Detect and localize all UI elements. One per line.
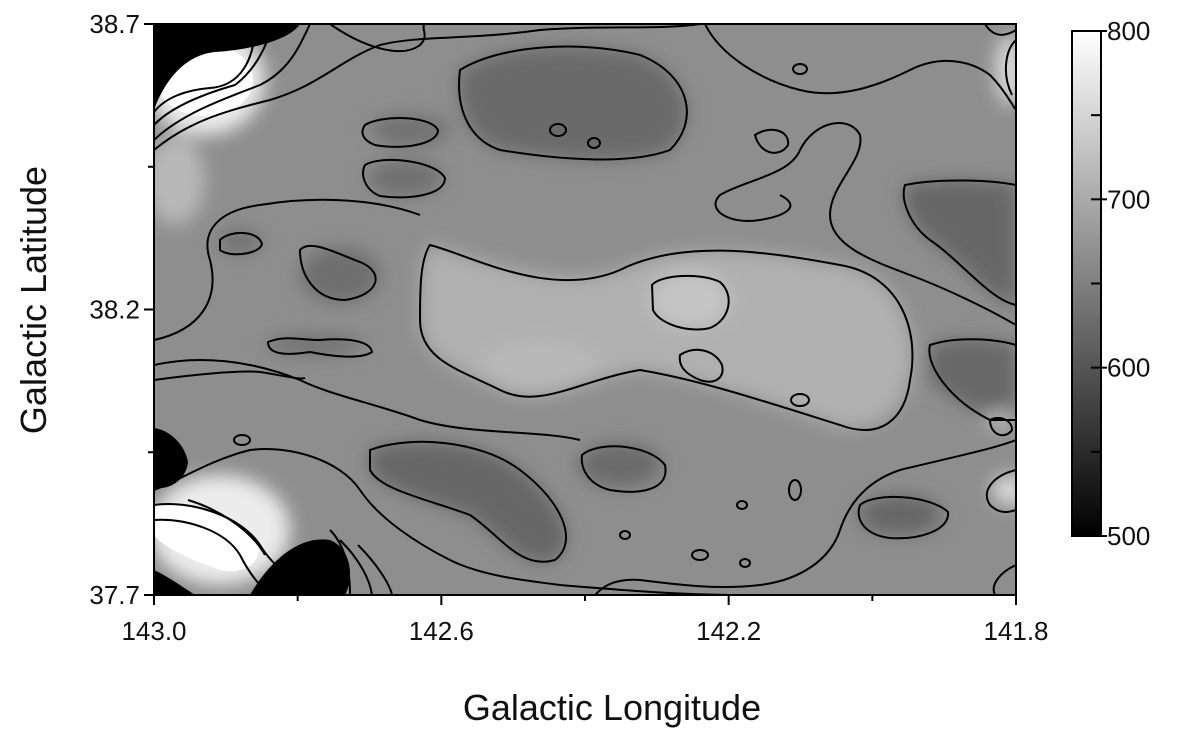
contour-light-island bbox=[650, 274, 730, 331]
contour-lines bbox=[154, 24, 1016, 595]
x-tick-label: 141.8 bbox=[983, 616, 1048, 646]
x-tick-label: 142.6 bbox=[409, 616, 474, 646]
contour-right-dark bbox=[902, 179, 1016, 306]
colorbar-tick-label: 800 bbox=[1107, 16, 1150, 46]
x-axis-title: Galactic Longitude bbox=[463, 687, 761, 728]
y-tick-label: 38.7 bbox=[89, 9, 140, 39]
intensity-field bbox=[154, 25, 1016, 585]
y-axis-ticks: 37.7 38.2 38.7 bbox=[89, 9, 154, 610]
y-axis-title: Galactic Latitude bbox=[13, 166, 54, 434]
x-tick-label: 142.2 bbox=[696, 616, 761, 646]
contour-lower-dark bbox=[369, 440, 567, 563]
plot-area bbox=[154, 24, 1016, 595]
x-axis-ticks: 143.0 142.6 142.2 141.8 bbox=[121, 595, 1049, 646]
colorbar: 500 600 700 800 bbox=[1071, 16, 1150, 551]
colorbar-tick-label: 700 bbox=[1107, 184, 1150, 214]
y-tick-label: 38.2 bbox=[89, 295, 140, 325]
y-tick-label: 37.7 bbox=[89, 580, 140, 610]
x-tick-label: 143.0 bbox=[121, 616, 186, 646]
upper-dark-region bbox=[459, 46, 687, 160]
contour-lower-right bbox=[594, 439, 1016, 595]
lower-dark-region bbox=[370, 441, 567, 562]
right-dark-region bbox=[903, 180, 1016, 305]
contour-central bbox=[418, 243, 914, 431]
colorbar-tick-label: 600 bbox=[1107, 353, 1150, 383]
contour-left-lower bbox=[154, 198, 421, 341]
colorbar-tick-label: 500 bbox=[1107, 521, 1150, 551]
contour-upper-band bbox=[154, 24, 701, 151]
colorbar-ticks: 500 600 700 800 bbox=[1091, 16, 1150, 551]
contour-upper-dark bbox=[458, 45, 688, 161]
contour-right-upper bbox=[704, 24, 1016, 111]
